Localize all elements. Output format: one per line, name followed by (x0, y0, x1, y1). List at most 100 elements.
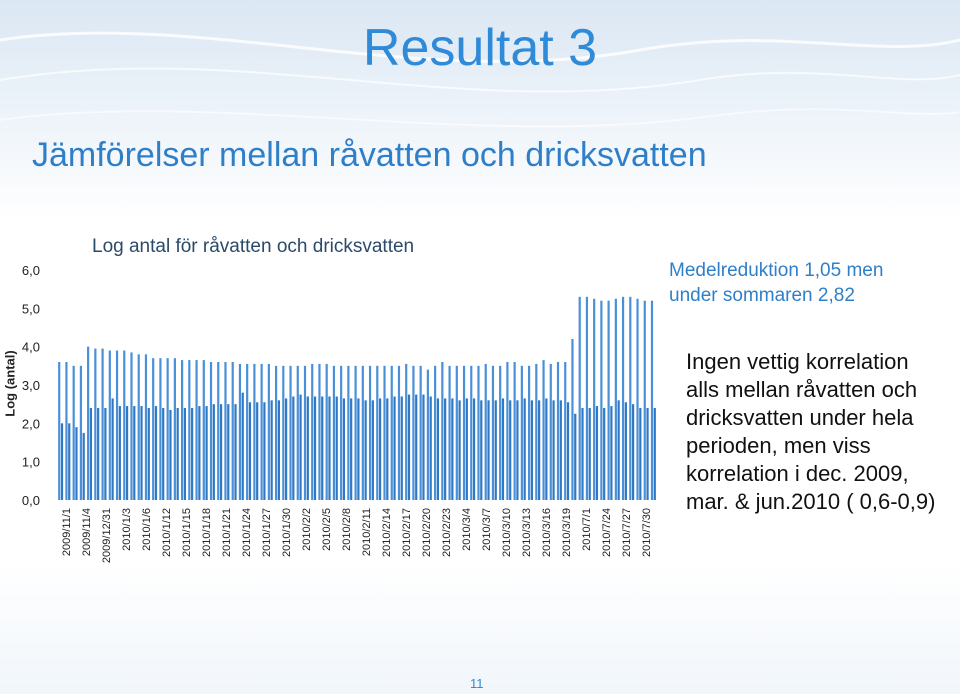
chart-bars (58, 296, 656, 500)
bar-series-1 (159, 358, 162, 500)
bar-series-2 (509, 400, 512, 500)
x-tick-label: 2010/1/3 (121, 508, 133, 551)
bar-series-1 (368, 365, 372, 500)
bar-series-1 (303, 365, 307, 500)
bar-series-1 (65, 362, 68, 500)
bar-series-2 (313, 396, 317, 500)
bar-series-1 (426, 369, 429, 500)
y-tick-label: 3,0 (22, 378, 40, 393)
bar-series-2 (68, 423, 71, 500)
median-reduction-line-1: Medelreduktion 1,05 men (669, 260, 884, 281)
bar-series-2 (241, 392, 244, 500)
x-tick-label: 2010/2/14 (381, 508, 393, 557)
bar-series-2 (422, 394, 425, 500)
bar-series-1 (209, 362, 213, 500)
bar-series-1 (520, 365, 523, 500)
x-tick-label: 2010/1/24 (241, 508, 253, 557)
bar-series-2 (140, 406, 143, 500)
x-tick-label: 2010/3/19 (561, 508, 573, 557)
x-tick-label: 2010/7/1 (581, 508, 593, 551)
bar-series-2 (270, 400, 273, 500)
bar-series-2 (133, 406, 136, 500)
bar-series-1 (332, 365, 336, 500)
bar-series-1 (202, 360, 205, 500)
bar-series-2 (624, 402, 627, 500)
bar-series-2 (234, 404, 237, 500)
bar-series-2 (321, 396, 324, 500)
bar-series-2 (357, 398, 360, 500)
bar-series-1 (347, 365, 350, 500)
x-tick-label: 2010/1/21 (221, 508, 233, 557)
bar-series-1 (621, 296, 625, 500)
bar-series-2 (176, 408, 179, 500)
bar-series-1 (238, 363, 242, 500)
bar-series-2 (545, 398, 548, 500)
bar-series-1 (325, 363, 328, 500)
x-tick-label: 2010/2/23 (441, 508, 453, 557)
bar-series-2 (342, 398, 346, 500)
decorative-waves (0, 31, 960, 128)
bar-series-1 (571, 339, 574, 500)
slide-subtitle: Jämförelser mellan råvatten och dricksva… (32, 136, 707, 174)
bar-series-1 (636, 298, 639, 500)
bar-series-2 (111, 398, 114, 500)
bar-series-2 (436, 398, 440, 500)
bar-series-1 (166, 358, 169, 500)
x-tick-label: 2010/3/13 (521, 508, 533, 557)
bar-series-2 (306, 396, 309, 500)
bar-series-2 (191, 408, 194, 500)
bar-series-1 (101, 348, 104, 500)
bar-series-1 (137, 354, 140, 500)
bar-series-2 (581, 408, 584, 500)
bar-series-1 (585, 296, 589, 500)
bar-series-1 (217, 362, 220, 500)
slide-title: Resultat 3 (362, 19, 598, 77)
bar-series-2 (639, 408, 642, 500)
bar-series-1 (311, 363, 314, 500)
bar-series-2 (472, 398, 476, 500)
bar-series-1 (354, 365, 357, 500)
bar-chart: 0,0 1,0 2,0 3,0 4,0 5,0 6,0 2009/11/1 2009/11/4… (22, 263, 656, 563)
y-tick-label: 0,0 (22, 493, 40, 508)
bar-series-1 (484, 363, 487, 500)
bar-series-2 (335, 396, 338, 500)
bar-series-1 (195, 360, 198, 500)
y-tick-label: 6,0 (22, 263, 40, 278)
bar-series-2 (603, 408, 606, 500)
bar-series-1 (152, 358, 155, 500)
page-number: 11 (470, 676, 484, 691)
bar-series-1 (188, 360, 191, 500)
x-tick-label: 2010/2/5 (321, 508, 333, 551)
bar-series-1 (455, 365, 458, 500)
x-tick-label: 2010/1/27 (261, 508, 273, 557)
chart-title: Log antal för råvatten och dricksvatten (92, 236, 415, 257)
bar-series-1 (123, 350, 126, 500)
bar-series-2 (407, 394, 411, 500)
bar-series-2 (523, 398, 526, 500)
bar-series-2 (97, 408, 100, 500)
bar-series-1 (405, 363, 408, 500)
bar-series-1 (448, 365, 451, 500)
bar-series-2 (60, 423, 64, 500)
bar-series-1 (383, 365, 386, 500)
x-tick-label: 2010/1/12 (161, 508, 173, 557)
bar-series-2 (205, 406, 208, 500)
x-tick-label: 2010/1/18 (201, 508, 213, 557)
x-tick-label: 2010/1/15 (181, 508, 193, 557)
x-tick-label: 2010/3/7 (481, 508, 493, 551)
bar-series-2 (451, 398, 454, 500)
bar-series-2 (400, 396, 403, 500)
bar-series-1 (79, 365, 83, 500)
bar-series-2 (277, 400, 280, 500)
bar-series-1 (340, 365, 343, 500)
bar-series-1 (72, 365, 75, 500)
bar-series-2 (371, 400, 374, 500)
bar-series-2 (82, 432, 85, 500)
bar-series-1 (296, 365, 299, 500)
bar-series-2 (219, 404, 223, 500)
bar-series-2 (198, 406, 201, 500)
bar-series-1 (470, 365, 473, 500)
bar-series-1 (549, 363, 552, 500)
bar-series-2 (617, 400, 620, 500)
x-tick-label: 2010/2/11 (361, 508, 373, 556)
